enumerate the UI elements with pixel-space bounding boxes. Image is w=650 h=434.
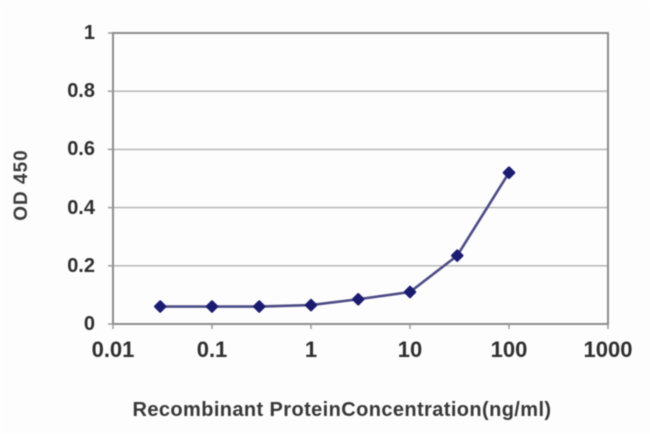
data-point-marker	[304, 298, 318, 312]
x-tick-label: 10	[397, 337, 423, 362]
y-tick-label: 0	[83, 313, 95, 335]
data-point-marker	[403, 285, 417, 299]
plot-border	[112, 32, 609, 325]
data-point-marker	[252, 300, 266, 313]
data-point-marker	[450, 249, 464, 262]
y-tick-label: 0.8	[67, 80, 95, 103]
x-tick-label: 0.1	[196, 337, 228, 362]
data-point-marker	[205, 300, 219, 313]
y-tick-label: 0.4	[67, 196, 95, 219]
x-tick-label: 1000	[583, 337, 633, 362]
data-point-marker	[502, 166, 516, 179]
x-tick-label: 1	[304, 337, 318, 362]
x-tick-label: 0.01	[91, 337, 135, 362]
x-axis-title: Recombinant ProteinConcentration(ng/ml)	[132, 399, 552, 421]
y-tick-label: 0.2	[67, 254, 95, 277]
y-tick-label: 0.6	[67, 138, 95, 161]
data-series-line	[160, 171, 511, 308]
y-tick-label: 1	[83, 22, 95, 44]
data-point-marker	[153, 300, 167, 313]
x-tick-label: 100	[490, 337, 528, 362]
data-point-marker	[351, 293, 365, 306]
